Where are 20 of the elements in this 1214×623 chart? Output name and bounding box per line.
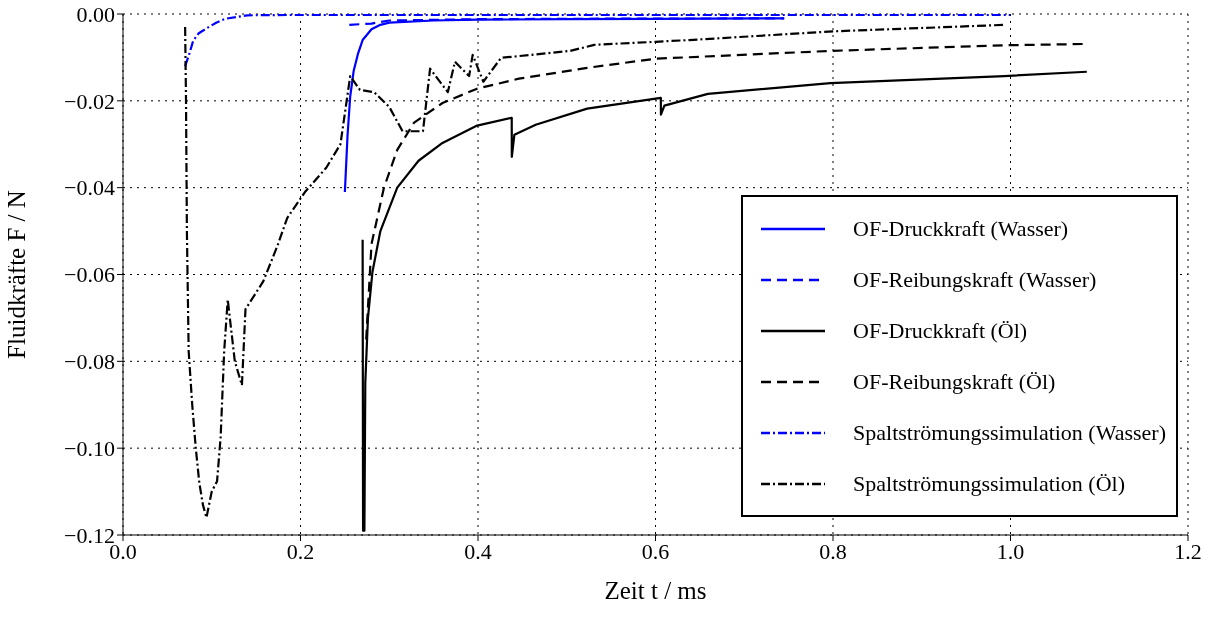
y-tick-label: −0.10: [64, 435, 115, 461]
legend-label: OF-Reibungskraft (Öl): [853, 368, 1056, 395]
y-axis-title: Fluidkräfte F / N: [2, 190, 30, 359]
x-tick-label: 1.2: [1174, 538, 1202, 564]
legend-label: OF-Druckkraft (Öl): [853, 317, 1028, 344]
x-tick-label: 0.2: [286, 538, 315, 564]
legend-label: Spaltströmungssimulation (Öl): [853, 470, 1126, 497]
y-tick-label: −0.02: [64, 88, 115, 114]
legend-label: OF-Reibungskraft (Wasser): [853, 266, 1097, 293]
y-tick-label: −0.04: [64, 175, 115, 201]
y-tick-label: 0.00: [76, 1, 115, 27]
x-tick-label: 1.0: [996, 538, 1025, 564]
x-tick-label: 0.8: [819, 538, 847, 564]
y-tick-label: −0.06: [64, 262, 115, 288]
legend-label: OF-Druckkraft (Wasser): [853, 215, 1069, 242]
y-tick-label: −0.08: [64, 349, 115, 375]
x-axis-title: Zeit t / ms: [604, 577, 707, 604]
legend-label: Spaltströmungssimulation (Wasser): [853, 419, 1166, 446]
x-tick-label: 0.6: [641, 538, 670, 564]
x-tick-label: 0.4: [464, 538, 492, 564]
